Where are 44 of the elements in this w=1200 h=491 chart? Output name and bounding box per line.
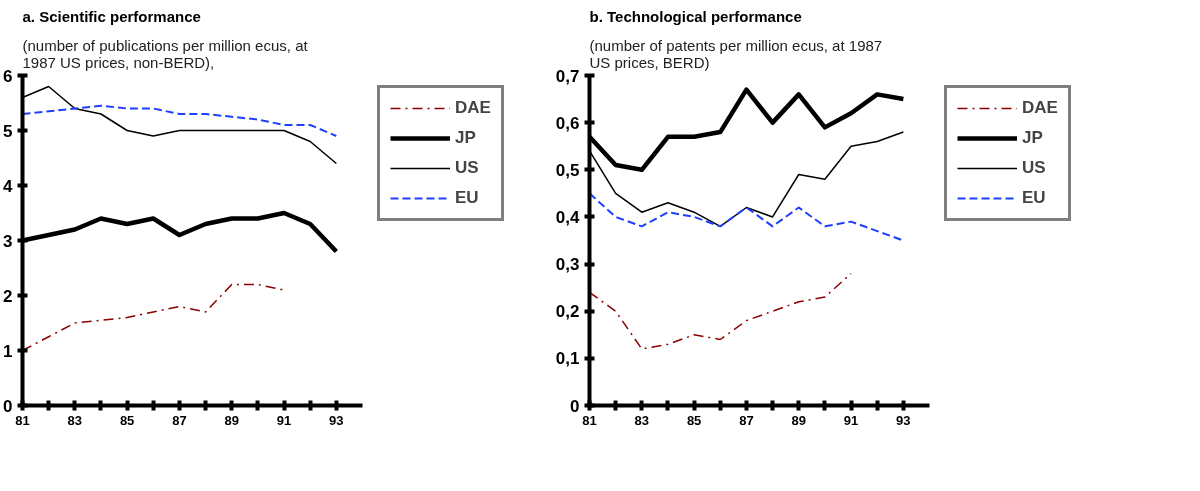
x-tick-label: 87 (739, 412, 754, 428)
x-tick-label: 89 (791, 412, 806, 428)
y-tick-label: 0,5 (555, 160, 580, 180)
x-tick-label: 93 (329, 412, 344, 428)
x-tick-label: 91 (276, 412, 292, 428)
x-tick-label: 81 (15, 412, 30, 428)
x-tick-label: 87 (172, 412, 187, 428)
line-series (22, 283, 285, 352)
legend-label: US (1022, 158, 1046, 178)
line-series (589, 272, 852, 350)
legend-label: EU (1022, 188, 1046, 208)
x-tick-label: 85 (119, 412, 135, 428)
legend-label: DAE (455, 98, 491, 118)
x-tick-label: 93 (896, 412, 911, 428)
y-tick-label: 0,1 (555, 349, 580, 369)
y-tick-label: 0,2 (555, 302, 580, 322)
legend-label: JP (455, 128, 476, 148)
y-tick-label: 0,4 (555, 207, 581, 227)
x-tick-label: 83 (634, 412, 650, 428)
legend-label: JP (1022, 128, 1043, 148)
y-tick-label: 1 (3, 341, 13, 361)
x-tick-label: 81 (582, 412, 597, 428)
y-tick-label: 0,6 (555, 113, 580, 133)
legend-label: DAE (1022, 98, 1058, 118)
chart-title: b. Technological performance (589, 7, 802, 25)
line-series (22, 104, 338, 137)
x-tick-label: 91 (843, 412, 859, 428)
legend-label: EU (455, 188, 479, 208)
chart-subtitle: (number of patents per million ecus, at 1987 US prices, BERD) (589, 36, 883, 71)
x-tick-label: 89 (224, 412, 239, 428)
y-tick-label: 4 (3, 176, 14, 196)
y-tick-label: 2 (3, 286, 13, 306)
y-tick-label: 0,7 (555, 66, 580, 86)
y-tick-label: 6 (3, 66, 13, 86)
y-tick-label: 0 (3, 396, 13, 416)
y-tick-label: 0,3 (555, 255, 580, 275)
x-tick-label: 83 (67, 412, 83, 428)
x-tick-label: 85 (686, 412, 702, 428)
chart-title: a. Scientific performance (22, 7, 201, 25)
y-tick-label: 0 (570, 396, 580, 416)
legend-label: US (455, 158, 479, 178)
chart-subtitle: (number of publications per million ecus, at 1987 US prices, non-BERD), (22, 36, 309, 71)
y-tick-label: 3 (3, 231, 13, 251)
y-tick-label: 5 (3, 121, 13, 141)
